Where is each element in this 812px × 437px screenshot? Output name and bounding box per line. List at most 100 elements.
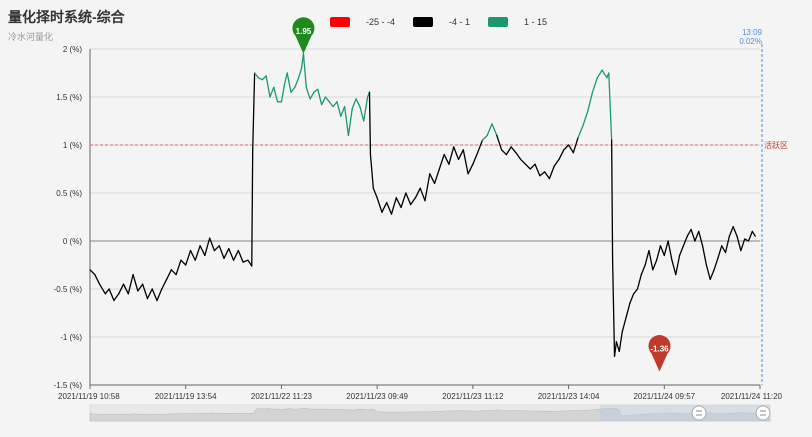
series-segment [618, 331, 623, 353]
series-segment [376, 197, 383, 213]
series-segment [336, 101, 342, 117]
series-segment [94, 273, 101, 285]
series-segment [381, 201, 388, 213]
series-segment [659, 245, 665, 257]
series-segment [610, 139, 614, 261]
series-segment [419, 187, 426, 202]
datazoom-slider[interactable] [89, 404, 771, 422]
series-segment [572, 136, 579, 154]
series-segment [553, 158, 560, 167]
legend-item-red[interactable]: -25 - -4 [330, 17, 395, 27]
series-segment [98, 283, 106, 295]
y-tick-label: -0.5 (%) [54, 285, 83, 294]
annotation-pin: -1.36 [648, 335, 671, 372]
legend-swatch-black [413, 17, 434, 27]
series-segment [457, 149, 464, 161]
series-segment [232, 249, 240, 261]
series-segment [728, 225, 734, 237]
series-segment [563, 144, 570, 151]
series-segment [257, 77, 263, 81]
series-segment [615, 341, 620, 353]
pin-shape [292, 17, 315, 54]
series-segment [740, 238, 746, 252]
series-segment [621, 317, 627, 333]
series-segment [151, 288, 158, 302]
reference-line: 活跃区 [90, 140, 788, 150]
series-segment [273, 86, 279, 103]
legend-label-green: 1 - 15 [524, 17, 548, 27]
series-segment [476, 139, 484, 154]
series-segment [253, 72, 260, 79]
series-segment [629, 293, 635, 305]
series-segment [496, 134, 503, 151]
series-segment [644, 249, 650, 266]
series-segment [332, 101, 338, 108]
series-segment [633, 288, 639, 295]
series-segment [747, 230, 753, 242]
zoom-handle-left[interactable] [691, 405, 707, 421]
legend-label-black: -4 - 1 [449, 17, 471, 27]
series-segment [625, 302, 631, 319]
series-segment [671, 259, 677, 276]
series-segment [424, 173, 431, 202]
chart-subtitle: 冷水河量化 [8, 32, 54, 42]
handle-knob [691, 405, 707, 421]
zoom-handle-right[interactable] [755, 405, 771, 421]
legend-item-green[interactable]: 1 - 15 [488, 17, 547, 27]
series-segment [302, 53, 307, 89]
series-segment [185, 249, 192, 266]
x-tick-label: 2021/11/19 10:58 [58, 392, 120, 401]
series-segment [611, 259, 616, 357]
series-segment [500, 149, 508, 156]
series-segment [724, 235, 731, 254]
x-tick-label: 2021/11/24 09:57 [633, 392, 695, 401]
series-segment [409, 197, 417, 206]
series-segment [251, 149, 254, 267]
series-segment [280, 84, 285, 103]
x-tick-label: 2021/11/24 11:20 [721, 392, 783, 401]
series-segment [652, 259, 658, 271]
series-segment [414, 187, 421, 199]
series-segment [534, 163, 541, 177]
series-segment [596, 69, 603, 79]
series-segment [165, 269, 173, 281]
series-segment [713, 257, 719, 271]
series-segment [355, 98, 361, 108]
series-segment [663, 240, 669, 257]
series-segment [608, 72, 613, 141]
series-segment [252, 72, 256, 151]
zoom-preview [89, 407, 771, 422]
series-segment [701, 245, 708, 266]
annotation-pin: 1.95 [292, 17, 315, 54]
series-segment [242, 259, 249, 263]
series-segment [108, 288, 115, 302]
cursor-value: 0.02% [739, 37, 762, 46]
series-line [89, 53, 756, 357]
series-segment [491, 123, 498, 137]
series-segment [351, 98, 357, 110]
series-segment [213, 245, 220, 252]
y-tick-label: 2 (%) [63, 45, 82, 54]
series-segment [113, 293, 120, 302]
series-segment [309, 91, 315, 100]
series-segment [694, 230, 700, 242]
active-zone-label: 活跃区 [764, 140, 788, 150]
series-segment [736, 235, 742, 252]
series-segment [390, 197, 397, 215]
legend-swatch-red [330, 17, 350, 27]
series-segment [228, 248, 235, 261]
series-segment [194, 245, 201, 261]
series-segment [324, 96, 330, 103]
series-segment [369, 153, 374, 189]
series-segment [118, 283, 125, 295]
series-segment [601, 69, 608, 79]
series-segment [655, 245, 662, 261]
legend-item-black[interactable]: -4 - 1 [413, 17, 470, 27]
series-segment [127, 273, 134, 295]
series-segment [429, 173, 436, 185]
series-segment [328, 101, 334, 108]
series-segment [132, 273, 139, 292]
y-tick-label: -1.5 (%) [54, 381, 83, 390]
x-tick-label: 2021/11/22 11:23 [251, 392, 313, 401]
